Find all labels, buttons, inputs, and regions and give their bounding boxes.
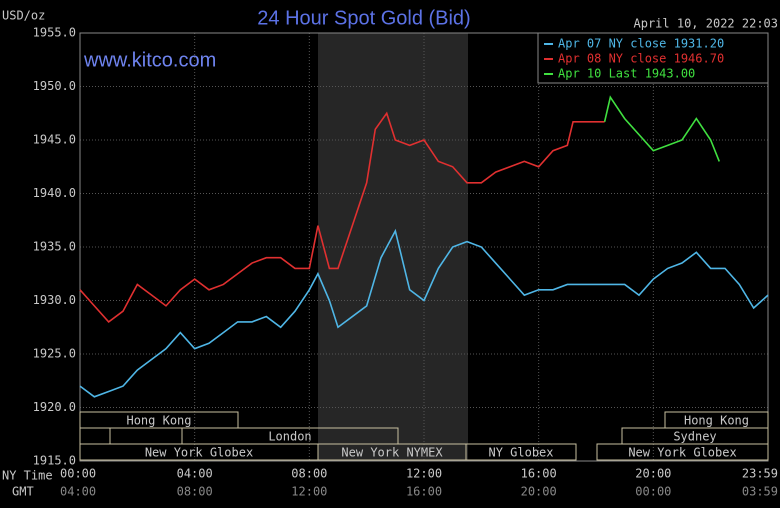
y-tick-label: 1925.0: [33, 347, 76, 361]
x2-tick-label: 04:00: [60, 485, 96, 499]
y-tick-label: 1935.0: [33, 240, 76, 254]
y-tick-label: 1940.0: [33, 186, 76, 200]
y-tick-label: 1930.0: [33, 293, 76, 307]
legend-label: Apr 07 NY close 1931.20: [558, 37, 724, 51]
session-label: New York Globex: [145, 446, 253, 460]
watermark: www.kitco.com: [83, 49, 216, 71]
session-label: Hong Kong: [684, 414, 749, 428]
session-label: New York Globex: [628, 446, 736, 460]
session-box: [79, 411, 239, 429]
x-tick-label: 20:00: [635, 467, 671, 481]
legend-label: Apr 08 NY close 1946.70: [558, 52, 724, 66]
series-line: [79, 228, 769, 398]
x2-tick-label: 20:00: [521, 485, 557, 499]
y-axis-label: USD/oz: [2, 9, 45, 23]
x-tick-label: 04:00: [177, 467, 213, 481]
date-label: April 10, 2022 22:03: [634, 17, 779, 31]
session-label: NY Globex: [488, 446, 553, 460]
y-tick-label: 1955.0: [33, 26, 76, 40]
session-label: Hong Kong: [126, 414, 191, 428]
y-tick-label: 1945.0: [33, 133, 76, 147]
x-tick-label: 16:00: [521, 467, 557, 481]
y-tick-label: 1950.0: [33, 79, 76, 93]
session-box: [596, 443, 769, 461]
x2-tick-label: 16:00: [406, 485, 442, 499]
plot-frame: [79, 32, 769, 462]
y-tick-label: 1920.0: [33, 400, 76, 414]
legend-label: Apr 10 Last 1943.00: [558, 67, 695, 81]
x-tick-label: 12:00: [406, 467, 442, 481]
x2-tick-label: 12:00: [291, 485, 327, 499]
session-box: [465, 443, 577, 461]
x2-tick-label: 00:00: [635, 485, 671, 499]
x-tick-label: 00:00: [60, 467, 96, 481]
y-tick-label: 1915.0: [33, 454, 76, 468]
legend-box: [537, 32, 769, 84]
x2-tick-label: 08:00: [177, 485, 213, 499]
series-line: [79, 111, 605, 323]
x-tick-label: 08:00: [291, 467, 327, 481]
chart-title: 24 Hour Spot Gold (Bid): [257, 7, 470, 29]
session-label: New York NYMEX: [341, 446, 443, 460]
session-label: Sydney: [673, 430, 716, 444]
x-axis-label: NY Time: [2, 469, 53, 483]
x-tick-label: 23:59: [742, 467, 778, 481]
x2-tick-label: 03:59: [742, 485, 778, 499]
session-label: London: [268, 430, 311, 444]
x2-axis-label: GMT: [12, 485, 34, 499]
series-line: [603, 95, 721, 162]
